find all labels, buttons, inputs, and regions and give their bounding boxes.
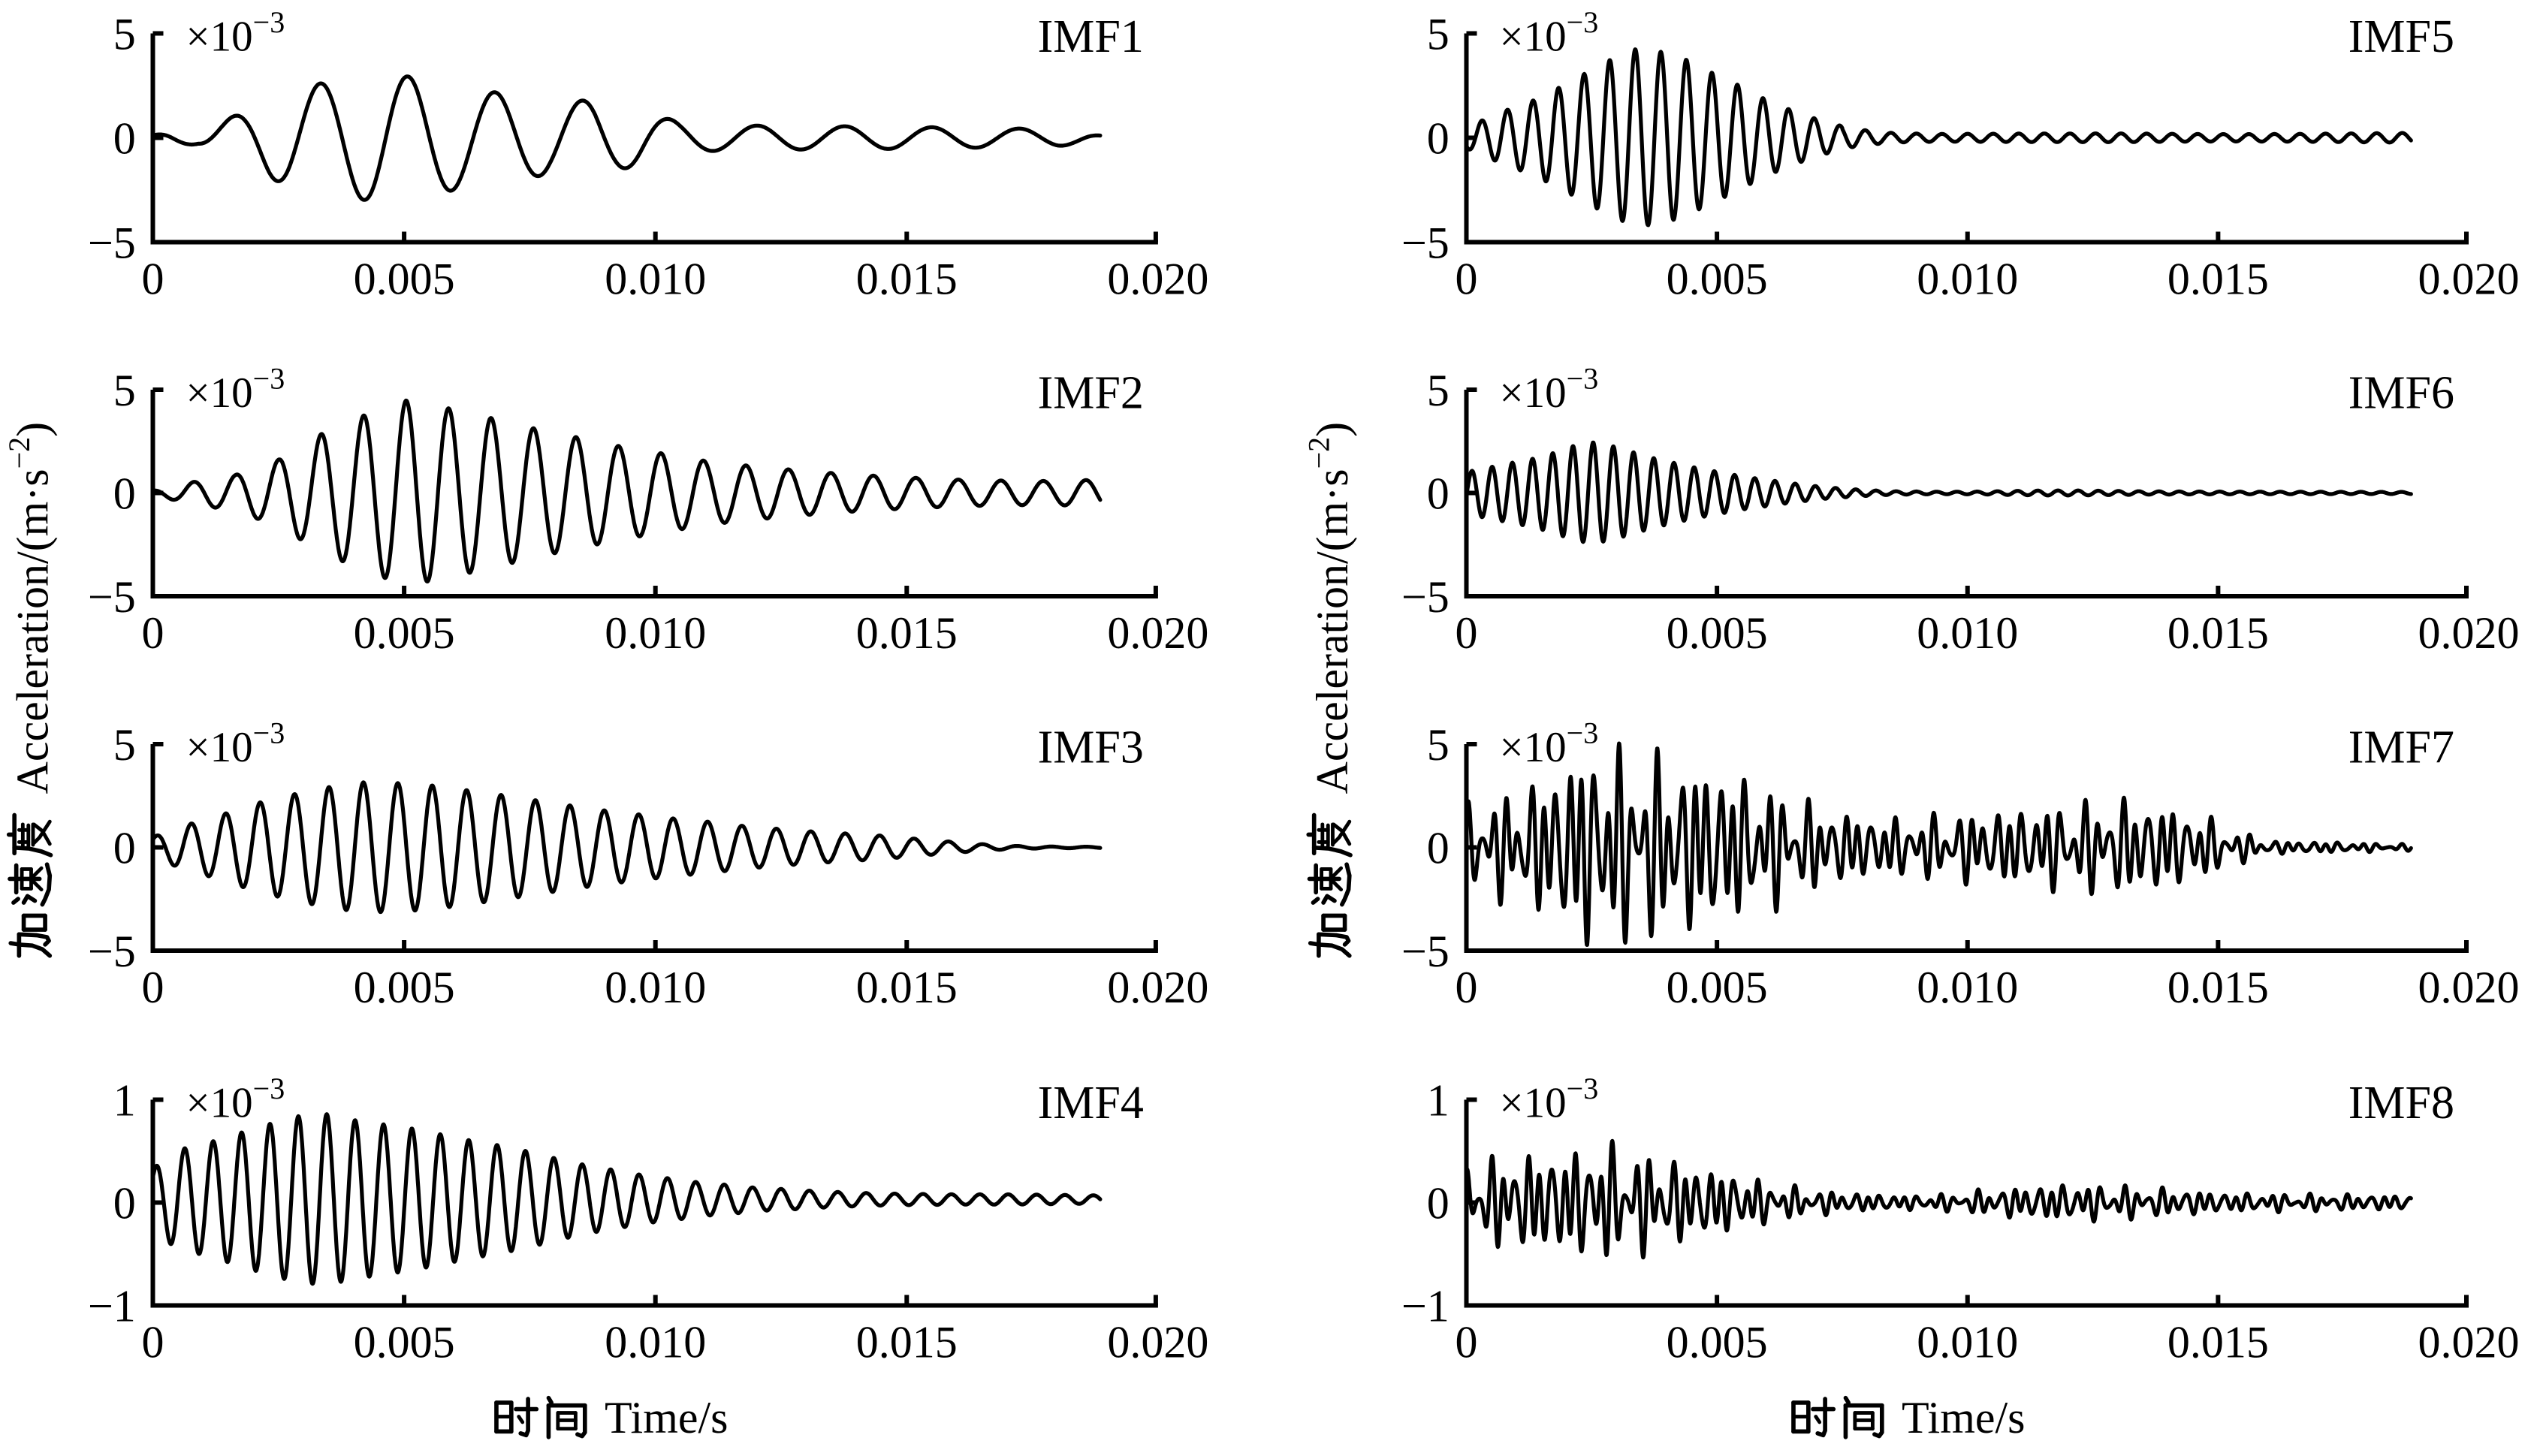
svg-text:0.015: 0.015 xyxy=(2167,1318,2269,1367)
svg-text:0: 0 xyxy=(113,1179,136,1228)
svg-text:0: 0 xyxy=(142,255,164,304)
svg-text:0.010: 0.010 xyxy=(605,608,706,658)
svg-text:0.005: 0.005 xyxy=(1667,255,1768,304)
svg-text:0.005: 0.005 xyxy=(354,963,455,1012)
svg-text:0.010: 0.010 xyxy=(605,255,706,304)
svg-text:0.020: 0.020 xyxy=(2418,255,2520,304)
svg-text:0: 0 xyxy=(1456,608,1478,658)
svg-text:0.010: 0.010 xyxy=(1917,1318,2018,1367)
svg-text:0: 0 xyxy=(142,963,164,1012)
svg-text:−5: −5 xyxy=(1401,219,1449,268)
svg-text:0.020: 0.020 xyxy=(2418,963,2520,1012)
svg-text:0.015: 0.015 xyxy=(856,608,958,658)
svg-text:IMF3: IMF3 xyxy=(1038,722,1144,773)
svg-text:0.020: 0.020 xyxy=(1107,608,1208,658)
svg-text:5: 5 xyxy=(113,366,136,415)
svg-text:IMF8: IMF8 xyxy=(2348,1078,2454,1129)
svg-text:0.020: 0.020 xyxy=(1107,963,1208,1012)
svg-text:5: 5 xyxy=(113,10,136,59)
svg-text:IMF5: IMF5 xyxy=(2348,11,2454,62)
svg-text:0: 0 xyxy=(113,114,136,164)
svg-text:0: 0 xyxy=(1456,255,1478,304)
svg-text:Acceleration/(m·s−2): Acceleration/(m·s−2) xyxy=(1302,422,1358,794)
svg-text:0.015: 0.015 xyxy=(2167,255,2269,304)
svg-text:5: 5 xyxy=(1427,10,1449,59)
svg-text:−1: −1 xyxy=(1401,1282,1449,1331)
svg-text:IMF7: IMF7 xyxy=(2348,722,2454,773)
svg-text:0.005: 0.005 xyxy=(354,255,455,304)
svg-text:0.005: 0.005 xyxy=(354,1318,455,1367)
svg-text:0.015: 0.015 xyxy=(856,1318,958,1367)
svg-text:0.020: 0.020 xyxy=(2418,1318,2520,1367)
svg-text:0: 0 xyxy=(113,469,136,519)
svg-text:IMF4: IMF4 xyxy=(1038,1078,1144,1129)
svg-text:0: 0 xyxy=(142,1318,164,1367)
svg-text:0: 0 xyxy=(1456,963,1478,1012)
svg-text:0: 0 xyxy=(113,824,136,873)
svg-text:0.015: 0.015 xyxy=(2167,963,2269,1012)
svg-text:0: 0 xyxy=(1427,469,1449,519)
svg-text:0.020: 0.020 xyxy=(1107,255,1208,304)
svg-text:Acceleration/(m·s−2): Acceleration/(m·s−2) xyxy=(2,422,58,794)
svg-text:5: 5 xyxy=(113,720,136,770)
svg-text:0.010: 0.010 xyxy=(605,963,706,1012)
svg-text:0.010: 0.010 xyxy=(605,1318,706,1367)
svg-text:0: 0 xyxy=(1427,824,1449,873)
svg-text:Time/s: Time/s xyxy=(605,1393,729,1442)
svg-text:0.005: 0.005 xyxy=(1667,1318,1768,1367)
svg-text:0.010: 0.010 xyxy=(1917,255,2018,304)
svg-text:0.015: 0.015 xyxy=(856,963,958,1012)
svg-text:0.005: 0.005 xyxy=(1667,608,1768,658)
svg-text:0.005: 0.005 xyxy=(354,608,455,658)
svg-text:−5: −5 xyxy=(88,572,136,622)
svg-text:5: 5 xyxy=(1427,720,1449,770)
svg-text:−5: −5 xyxy=(1401,572,1449,622)
svg-text:1: 1 xyxy=(113,1076,136,1126)
svg-text:IMF6: IMF6 xyxy=(2348,368,2454,419)
svg-text:0.015: 0.015 xyxy=(2167,608,2269,658)
svg-text:0.010: 0.010 xyxy=(1917,963,2018,1012)
svg-text:0.010: 0.010 xyxy=(1917,608,2018,658)
svg-text:0: 0 xyxy=(1427,1179,1449,1228)
svg-text:−5: −5 xyxy=(88,219,136,268)
svg-text:IMF2: IMF2 xyxy=(1038,368,1144,419)
svg-text:0.005: 0.005 xyxy=(1667,963,1768,1012)
svg-text:×10−3: ×10−3 xyxy=(186,5,285,61)
svg-text:0.020: 0.020 xyxy=(2418,608,2520,658)
svg-text:×10−3: ×10−3 xyxy=(186,1072,285,1127)
svg-text:0: 0 xyxy=(1427,114,1449,164)
svg-text:0.015: 0.015 xyxy=(856,255,958,304)
svg-text:−1: −1 xyxy=(88,1282,136,1331)
svg-text:−5: −5 xyxy=(1401,927,1449,976)
svg-text:−5: −5 xyxy=(88,927,136,976)
svg-text:0: 0 xyxy=(1456,1318,1478,1367)
svg-text:1: 1 xyxy=(1427,1076,1449,1126)
svg-text:0: 0 xyxy=(142,608,164,658)
svg-text:IMF1: IMF1 xyxy=(1038,11,1144,62)
svg-text:0.020: 0.020 xyxy=(1107,1318,1208,1367)
svg-text:5: 5 xyxy=(1427,366,1449,415)
svg-text:Time/s: Time/s xyxy=(1902,1393,2026,1442)
